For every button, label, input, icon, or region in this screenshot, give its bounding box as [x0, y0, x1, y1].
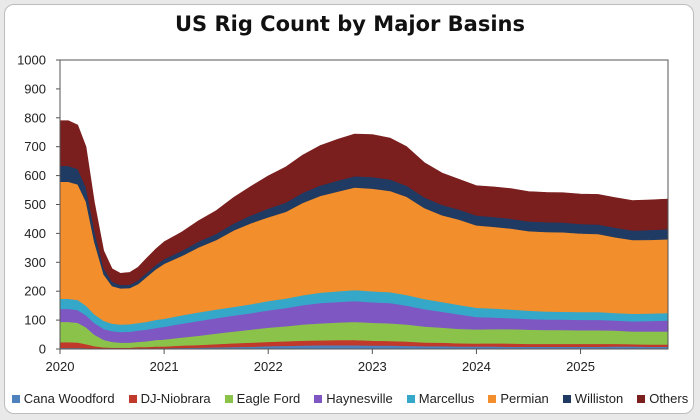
legend-swatch: [637, 394, 646, 403]
y-tick-label: 800: [24, 110, 46, 125]
x-tick-label: 2024: [462, 359, 491, 374]
chart-legend: Cana Woodford DJ-Niobrara Eagle Ford Haynes…: [0, 391, 700, 406]
x-tick-label: 2022: [254, 359, 283, 374]
chart-title: US Rig Count by Major Basins: [174, 12, 525, 36]
x-tick-label: 2020: [46, 359, 75, 374]
legend-item-williston: Williston: [562, 391, 624, 406]
legend-swatch: [562, 394, 571, 403]
legend-item-dj-niobrara: DJ-Niobrara: [128, 391, 211, 406]
y-tick-label: 500: [24, 197, 46, 212]
y-tick-label: 0: [39, 342, 46, 357]
x-tick-label: 2025: [566, 359, 595, 374]
legend-label: DJ-Niobrara: [140, 391, 211, 406]
legend-label: Permian: [500, 391, 549, 406]
legend-label: Haynesville: [326, 391, 393, 406]
legend-label: Eagle Ford: [236, 391, 301, 406]
legend-label: Others: [649, 391, 689, 406]
legend-swatch: [224, 394, 233, 403]
legend-swatch: [128, 394, 137, 403]
y-tick-label: 300: [24, 255, 46, 270]
y-tick-label: 900: [24, 81, 46, 96]
y-tick-label: 600: [24, 168, 46, 183]
legend-label: Marcellus: [418, 391, 475, 406]
legend-label: Williston: [574, 391, 624, 406]
legend-item-haynesville: Haynesville: [314, 391, 393, 406]
legend-item-eagle-ford: Eagle Ford: [224, 391, 301, 406]
y-tick-label: 400: [24, 226, 46, 241]
legend-swatch: [314, 394, 323, 403]
legend-label: Cana Woodford: [23, 391, 115, 406]
legend-item-cana-woodford: Cana Woodford: [11, 391, 115, 406]
legend-item-permian: Permian: [488, 391, 549, 406]
legend-swatch: [11, 394, 20, 403]
legend-swatch: [406, 394, 415, 403]
x-tick-label: 2023: [358, 359, 387, 374]
y-tick-label: 1000: [17, 53, 46, 68]
y-tick-label: 200: [24, 284, 46, 299]
legend-item-marcellus: Marcellus: [406, 391, 475, 406]
legend-item-others: Others: [637, 391, 688, 406]
legend-swatch: [488, 394, 497, 403]
x-tick-label: 2021: [150, 359, 179, 374]
y-tick-label: 100: [24, 313, 46, 328]
y-tick-label: 700: [24, 139, 46, 154]
